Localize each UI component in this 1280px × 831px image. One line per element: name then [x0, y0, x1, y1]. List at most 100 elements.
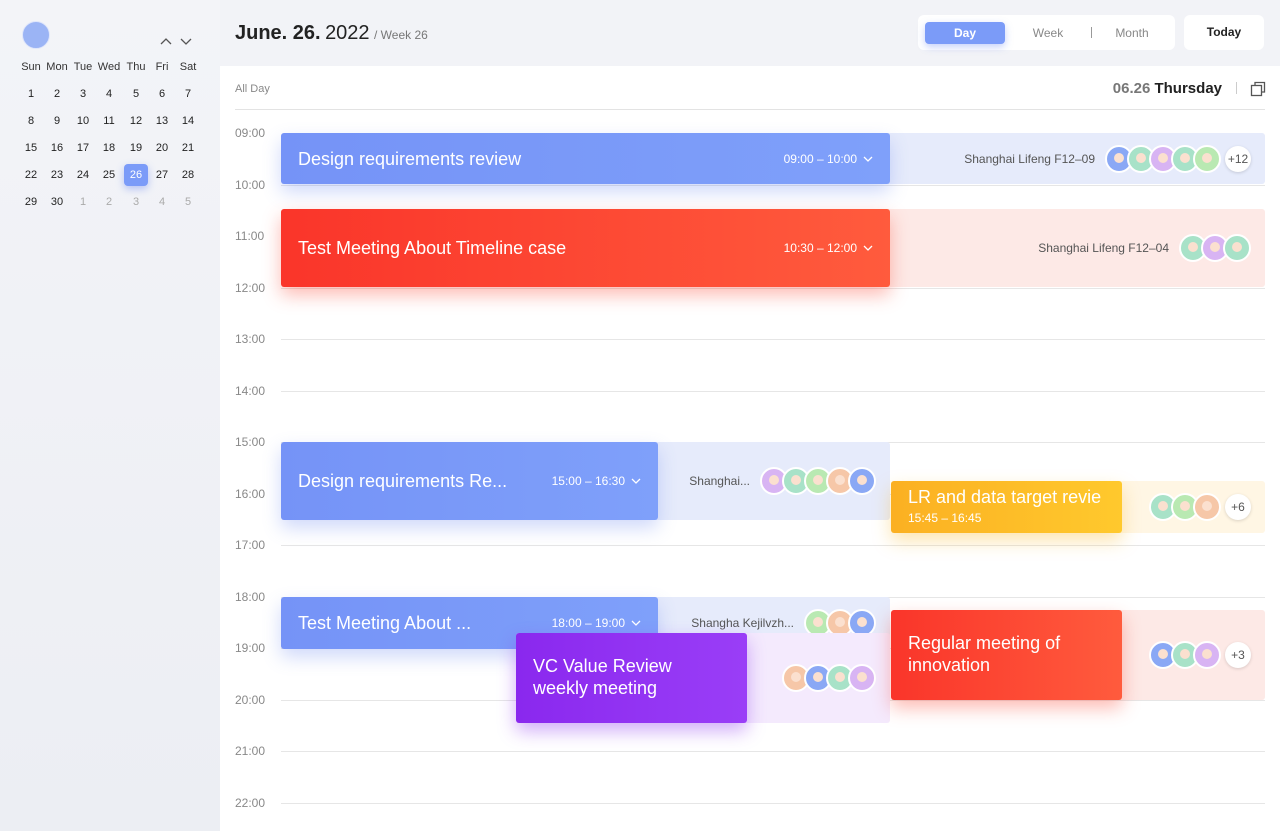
tab-day[interactable]: Day: [925, 22, 1005, 44]
expand-chevron[interactable]: [863, 155, 873, 163]
hour-label: 19:00: [235, 641, 266, 656]
event-title: Regular meeting of innovation: [908, 633, 1061, 675]
day-cell[interactable]: 16: [50, 142, 64, 154]
day-cell[interactable]: 6: [158, 88, 166, 100]
hour-label: 18:00: [235, 589, 266, 604]
expand-chevron[interactable]: [631, 619, 641, 627]
event-time-wrap: 09:00 – 10:00: [784, 152, 873, 166]
attendee-avatar[interactable]: [1149, 144, 1177, 173]
event-bar[interactable]: LR and data target revie 15:45 – 16:45: [891, 481, 1122, 533]
today-button[interactable]: Today: [1184, 15, 1264, 50]
day-cell[interactable]: 19: [129, 142, 143, 154]
event-bar[interactable]: VC Value Review weekly meeting: [516, 633, 747, 723]
day-cell[interactable]: 20: [155, 142, 169, 154]
day-cell[interactable]: 7: [184, 88, 192, 100]
tab-week[interactable]: Week: [1032, 26, 1064, 40]
day-cell[interactable]: 10: [76, 115, 90, 127]
hour-line: [281, 287, 1265, 289]
day-cell[interactable]: 30: [50, 196, 64, 208]
attendees: [1149, 493, 1221, 521]
day-cell[interactable]: 13: [155, 115, 169, 127]
day-cell[interactable]: 23: [50, 169, 64, 181]
day-cell[interactable]: 26: [124, 164, 148, 186]
day-date: 06.26: [1112, 80, 1151, 97]
day-cell[interactable]: 3: [79, 88, 87, 100]
day-cell[interactable]: 1: [27, 88, 35, 100]
day-cell[interactable]: 24: [76, 169, 90, 181]
event-details: Shanghai Lifeng F12–09 +12: [964, 133, 1251, 184]
day-cell[interactable]: 1: [79, 196, 87, 208]
divider: [1236, 82, 1237, 94]
event-bar[interactable]: Test Meeting About Timeline case 10:30 – …: [281, 209, 890, 287]
event-details: [782, 633, 876, 723]
day-cell[interactable]: 8: [27, 115, 35, 127]
hour-line: [281, 184, 1265, 186]
day-cell[interactable]: 4: [158, 196, 166, 208]
day-cell[interactable]: 28: [181, 169, 195, 181]
tab-month[interactable]: Month: [1115, 26, 1149, 40]
day-cell[interactable]: 27: [155, 169, 169, 181]
hour-label: 15:00: [235, 435, 266, 450]
day-cell[interactable]: 4: [105, 88, 113, 100]
expand-chevron[interactable]: [631, 477, 641, 485]
next-month[interactable]: [180, 38, 192, 45]
day-cell[interactable]: 11: [103, 115, 115, 127]
chevron-path: [863, 245, 873, 251]
attendee-avatar[interactable]: [848, 664, 876, 692]
day-cell[interactable]: 15: [24, 142, 38, 154]
month-nav: [160, 38, 192, 45]
more-attendees[interactable]: +3: [1225, 642, 1251, 668]
hour-label: 22:00: [235, 796, 266, 811]
day-cell[interactable]: 14: [181, 115, 195, 127]
more-attendees[interactable]: +12: [1225, 145, 1251, 172]
attendee-avatar[interactable]: [1223, 234, 1251, 262]
event-details: +3: [1149, 610, 1251, 700]
day-cell[interactable]: 2: [53, 88, 61, 100]
day-cell[interactable]: 12: [129, 115, 143, 127]
attendee-avatar[interactable]: [1193, 641, 1221, 669]
attendee-avatar[interactable]: [1193, 144, 1221, 173]
event-time-wrap: 10:30 – 12:00: [784, 241, 873, 255]
attendees: [1179, 234, 1251, 262]
event-bar[interactable]: Test Meeting About ... 18:00 – 19:00: [281, 597, 658, 649]
event-title: Design requirements Re...: [298, 471, 508, 491]
event-location: Shanghai...: [689, 474, 750, 488]
day-cell[interactable]: 2: [105, 196, 113, 208]
event-details: +6: [1149, 481, 1251, 533]
day-cell[interactable]: 3: [132, 196, 140, 208]
event-bar[interactable]: Regular meeting of innovation: [891, 610, 1122, 700]
day-cell[interactable]: 22: [24, 169, 38, 181]
chevron-path: [631, 620, 641, 626]
day-cell[interactable]: 29: [24, 196, 38, 208]
event-time: 10:30 – 12:00: [783, 241, 857, 255]
prev-month[interactable]: [160, 38, 172, 45]
weekday: Fri: [155, 61, 169, 73]
day-cell[interactable]: 17: [76, 142, 90, 154]
day-cell[interactable]: 18: [102, 142, 116, 154]
day-cell[interactable]: 25: [102, 169, 116, 181]
hour-label: 14:00: [235, 383, 266, 398]
event-title: LR and data target revie: [908, 487, 1102, 507]
day-cell[interactable]: 9: [53, 115, 61, 127]
event-time-wrap: 18:00 – 19:00: [552, 616, 641, 630]
expand-chevron[interactable]: [863, 244, 873, 252]
weekday: Wed: [97, 61, 121, 73]
day-cell[interactable]: 21: [181, 142, 195, 154]
event-bar[interactable]: Design requirements Re... 15:00 – 16:30: [281, 442, 658, 520]
day-cell[interactable]: 5: [184, 196, 192, 208]
hour-label: 11:00: [235, 229, 265, 244]
more-attendees[interactable]: +6: [1225, 494, 1251, 520]
hour-label: 10:00: [235, 177, 266, 192]
day-heading: 06.26 Thursday: [1113, 80, 1222, 97]
day-cell[interactable]: 5: [132, 88, 140, 100]
hour-label: 20:00: [235, 692, 266, 707]
attendee-avatar[interactable]: [1193, 493, 1221, 521]
user-avatar[interactable]: [22, 21, 50, 49]
weekday: Mon: [46, 61, 68, 73]
expand-icon[interactable]: [1250, 81, 1266, 97]
attendee-avatar[interactable]: [848, 467, 876, 495]
attendees: [782, 664, 876, 692]
event-bar[interactable]: Design requirements review 09:00 – 10:00: [281, 133, 890, 184]
hour-label: 13:00: [235, 332, 266, 347]
event-time: 18:00 – 19:00: [551, 616, 625, 630]
